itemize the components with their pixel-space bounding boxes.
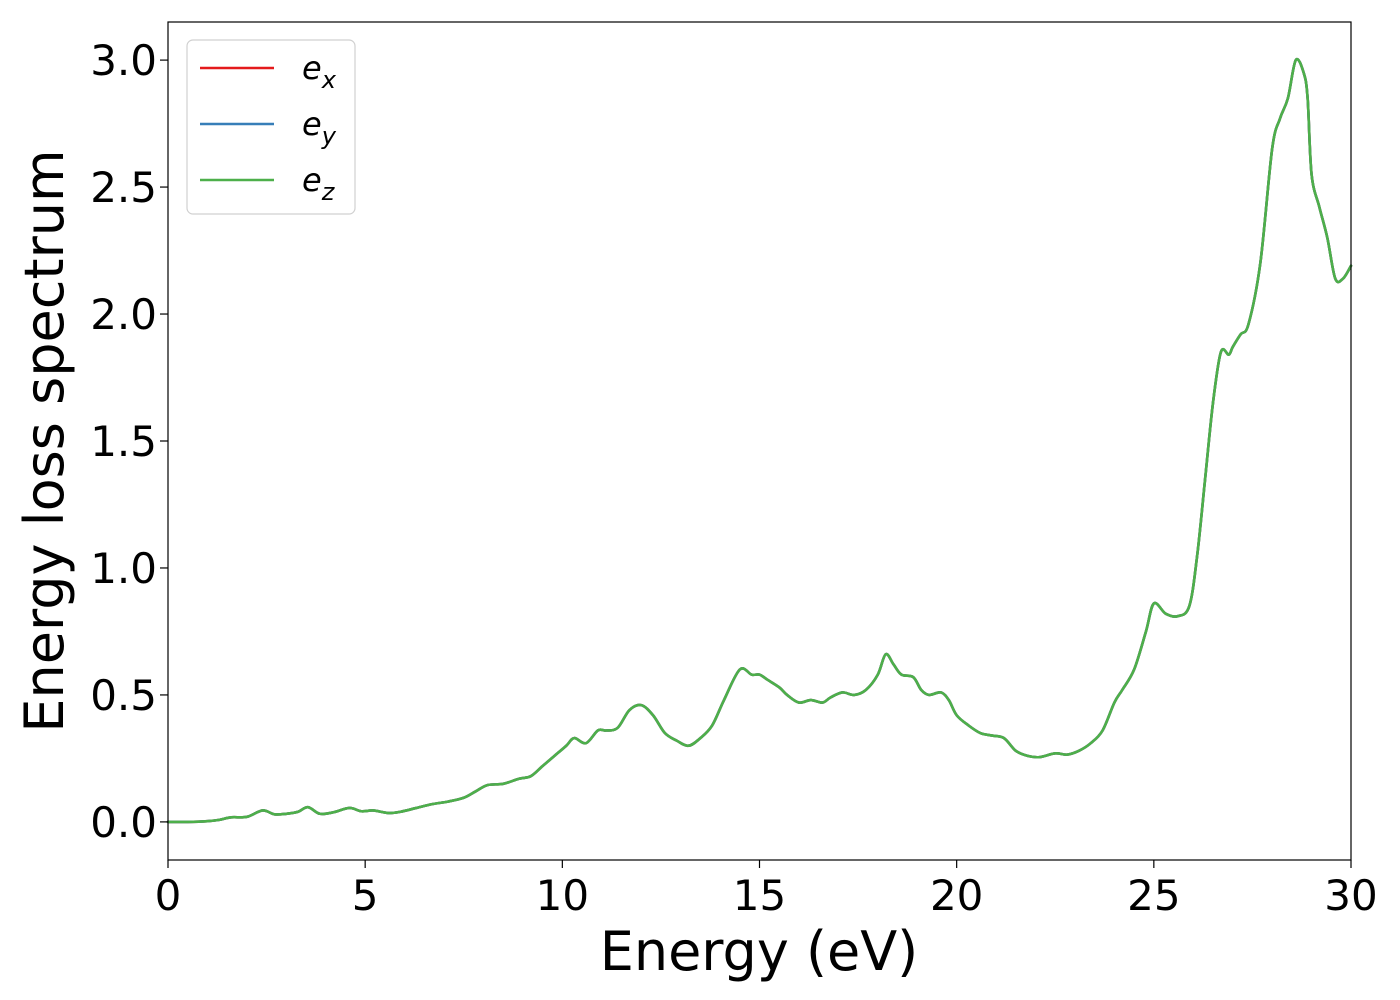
x-tick-label: 15 [733,871,786,920]
y-tick-label: 1.0 [90,544,157,593]
x-axis-label: Energy (eV) [600,920,919,983]
y-tick-label: 1.5 [90,417,157,466]
series-line-e-z [166,57,1353,824]
x-tick-label: 30 [1324,871,1377,920]
x-tick-label: 25 [1127,871,1180,920]
x-axis-ticks: 0 5 10 15 20 25 30 [155,860,1378,920]
y-tick-label: 0.0 [90,798,157,847]
x-tick-label: 10 [536,871,589,920]
y-tick-label: 3.0 [90,36,157,85]
y-tick-label: 0.5 [90,671,157,720]
y-tick-label: 2.5 [90,163,157,212]
y-axis-label: Energy loss spectrum [13,149,76,732]
x-tick-label: 20 [930,871,983,920]
y-tick-label: 2.0 [90,290,157,339]
x-tick-label: 0 [155,871,182,920]
x-tick-label: 5 [352,871,379,920]
series-layer [166,57,1353,824]
y-axis-ticks: 0.0 0.5 1.0 1.5 2.0 2.5 3.0 [90,36,168,847]
legend-box [186,39,356,215]
